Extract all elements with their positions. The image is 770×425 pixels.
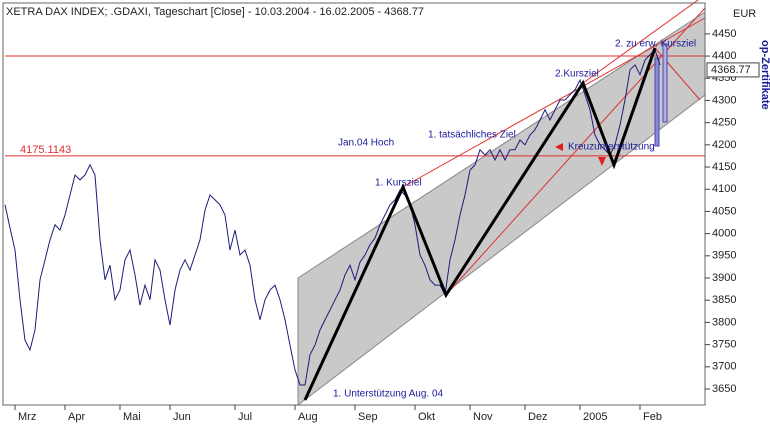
front-layer: 1. Kursziel 2.Kursziel 2. zu erw. Kursziel… <box>303 39 696 401</box>
annotation: 1. Unterstützung Aug. 04 <box>333 389 444 400</box>
x-tick-label: 2005 <box>583 411 607 423</box>
annotation: 2. zu erw. Kursziel <box>615 39 696 50</box>
y-tick-label: 4150 <box>712 161 736 173</box>
x-tick-label: Aug <box>298 411 318 423</box>
x-tick-label: Dez <box>528 411 548 423</box>
y-tick-label: 4000 <box>712 228 736 240</box>
annotation: 1. tatsächliches Ziel <box>428 130 516 141</box>
x-tick-label: Jul <box>238 411 252 423</box>
reference-label: 4175.1143 <box>20 144 71 156</box>
annotation: 1. Kursziel <box>375 178 422 189</box>
y-tick-label: 4450 <box>712 28 736 40</box>
y-tick-label: 3800 <box>712 316 736 328</box>
y-tick-label: 3850 <box>712 294 736 306</box>
data-layer <box>4 48 661 386</box>
x-tick-label: Apr <box>68 411 85 423</box>
x-tick-label: Mai <box>123 411 141 423</box>
x-tick-label: Okt <box>418 411 435 423</box>
last-price-label: 4368.77 <box>711 64 751 76</box>
x-tick-label: Jun <box>173 411 191 423</box>
price-line <box>4 48 661 386</box>
y-tick-label: 4400 <box>712 50 736 62</box>
y-tick-label: 3650 <box>712 383 736 395</box>
trend-line <box>582 0 699 84</box>
y-tick-label: 3900 <box>712 272 736 284</box>
y-tick-label: 4100 <box>712 183 736 195</box>
x-tick-label: Sep <box>358 411 378 423</box>
x-tick-label: Nov <box>473 411 493 423</box>
y-tick-label: 4200 <box>712 139 736 151</box>
projection-bar <box>662 43 668 123</box>
last-price-box <box>706 62 760 78</box>
y-tick-label: 4050 <box>712 205 736 217</box>
annotation: Kreuzunterstützung <box>568 142 655 153</box>
x-tick-label: Feb <box>643 411 662 423</box>
side-label: op-Zertifikate <box>759 40 770 110</box>
y-tick-label: 4250 <box>712 117 736 129</box>
arrow <box>598 157 606 166</box>
x-tick-label: Mrz <box>18 411 36 423</box>
currency: EUR <box>733 8 756 20</box>
trend-line <box>402 17 706 188</box>
wave-count <box>303 47 657 401</box>
annotation: Jan.04 Hoch <box>338 138 394 149</box>
chart-title: XETRA DAX INDEX; .GDAXI, Tageschart [Clo… <box>6 6 424 18</box>
y-tick-label: 3700 <box>712 361 736 373</box>
projection-bar <box>654 57 660 147</box>
arrow <box>555 143 563 151</box>
y-tick-label: 3950 <box>712 250 736 262</box>
y-tick-label: 4300 <box>712 94 736 106</box>
y-tick-label: 3750 <box>712 339 736 351</box>
annotation: 2.Kursziel <box>555 69 599 80</box>
